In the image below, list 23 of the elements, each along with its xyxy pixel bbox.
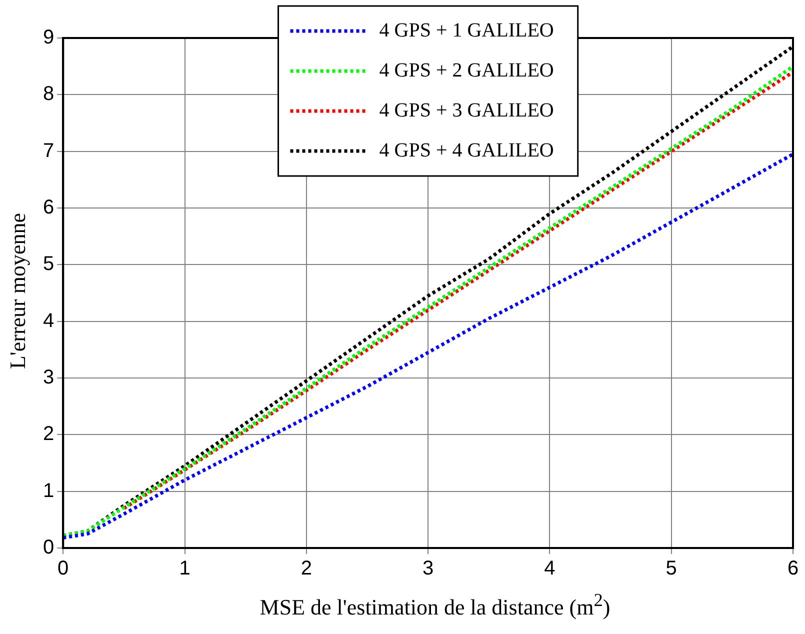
legend-label: 4 GPS + 1 GALILEO — [379, 19, 554, 42]
x-tick-label: 6 — [787, 558, 799, 580]
y-tick-label: 3 — [43, 366, 54, 389]
legend-label: 4 GPS + 3 GALILEO — [379, 99, 554, 122]
y-tick-label: 7 — [43, 140, 54, 162]
y-tick-label: 1 — [43, 480, 54, 502]
y-tick-label: 2 — [43, 423, 54, 446]
x-tick-label: 3 — [422, 558, 434, 580]
legend-label: 4 GPS + 2 GALILEO — [379, 59, 554, 82]
legend-label: 4 GPS + 4 GALILEO — [379, 139, 554, 162]
y-tick-label: 6 — [43, 196, 54, 219]
y-tick-label: 9 — [43, 26, 54, 49]
y-tick-label: 0 — [43, 536, 54, 559]
x-tick-label: 2 — [300, 558, 312, 580]
x-axis-title: MSE de l'estimation de la distance (m$^{2}$) — [258, 590, 612, 620]
y-tick-label: 8 — [43, 83, 54, 106]
x-tick-label: 4 — [544, 558, 556, 580]
y-tick-label: 4 — [43, 310, 54, 332]
x-tick-label: 5 — [666, 558, 677, 580]
y-axis-title: L'erreur moyenne — [5, 212, 31, 372]
x-tick-label: 1 — [179, 558, 190, 580]
x-tick-label: 0 — [58, 558, 69, 580]
y-tick-label: 5 — [43, 253, 54, 276]
